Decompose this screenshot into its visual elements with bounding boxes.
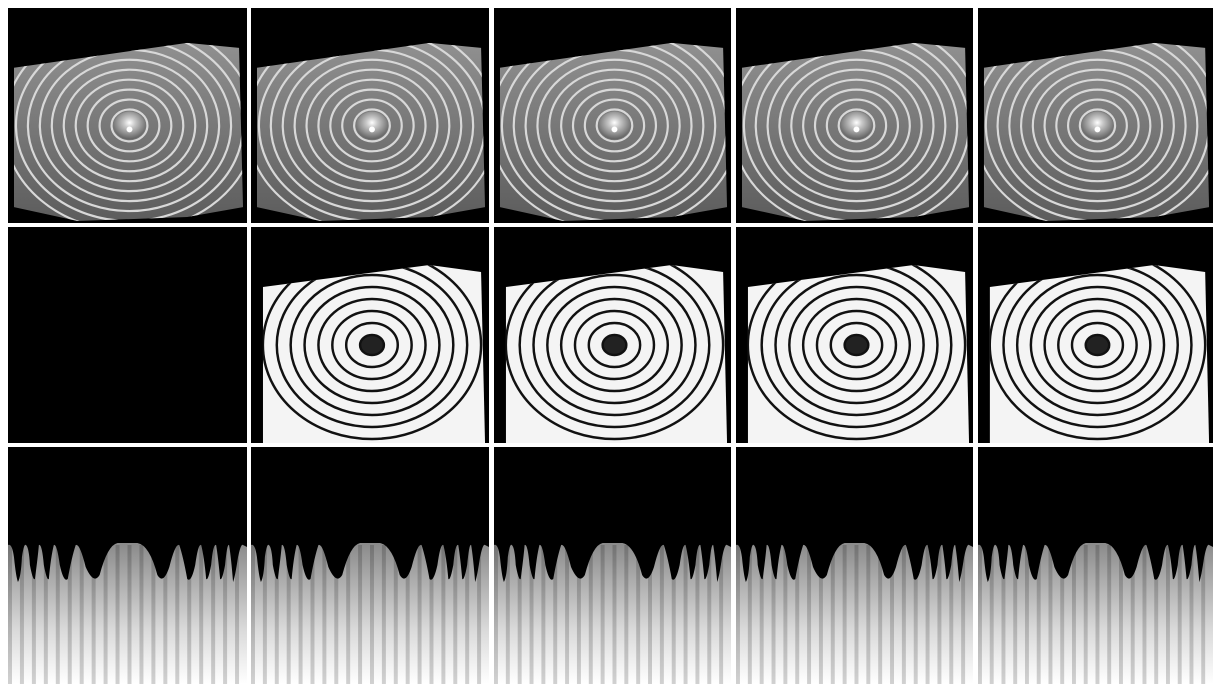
panel: [8, 227, 247, 443]
panel: [4, 8, 255, 231]
panel: [732, 8, 981, 231]
panel: [494, 227, 731, 443]
panel: [490, 8, 739, 231]
panel: [736, 447, 973, 684]
page: (() => { const data = JSON.parse(documen…: [0, 0, 1213, 684]
panel: [251, 447, 489, 684]
panel: [251, 227, 489, 443]
panel: [974, 8, 1213, 231]
panel: [978, 447, 1213, 684]
panel: [494, 447, 731, 684]
panel: [978, 227, 1213, 443]
panel: [247, 8, 497, 231]
panel: [8, 447, 247, 684]
image-grid: [0, 0, 1213, 684]
panel: [736, 227, 973, 443]
